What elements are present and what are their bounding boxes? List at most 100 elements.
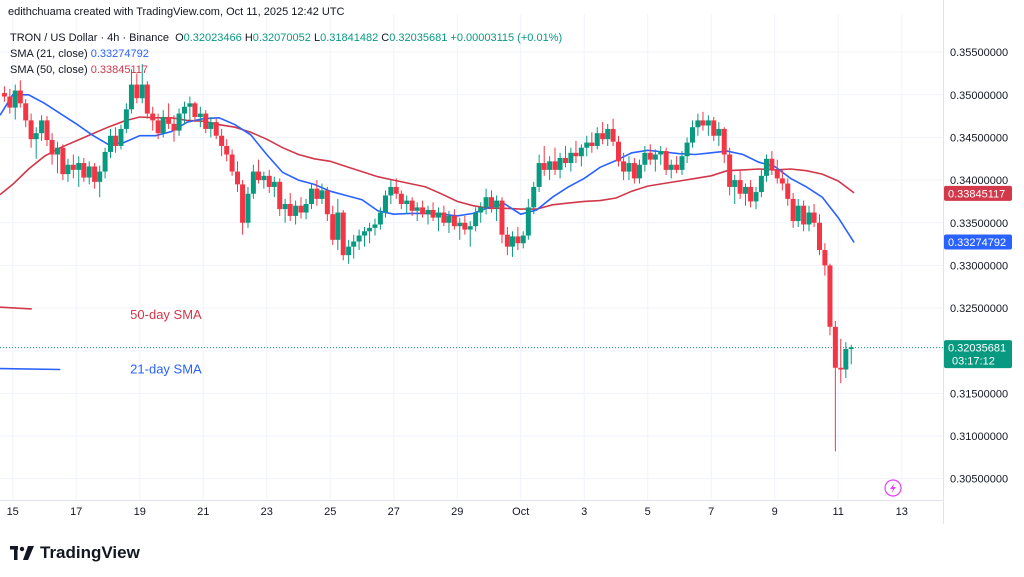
candle[interactable] bbox=[430, 202, 436, 222]
candle[interactable] bbox=[166, 103, 172, 129]
candle[interactable] bbox=[536, 154, 542, 193]
candle[interactable] bbox=[737, 169, 743, 199]
candle[interactable] bbox=[848, 344, 854, 365]
candle[interactable] bbox=[589, 132, 595, 153]
candle[interactable] bbox=[28, 113, 34, 148]
candle[interactable] bbox=[605, 123, 611, 146]
candle[interactable] bbox=[425, 205, 431, 225]
candle[interactable] bbox=[1, 86, 7, 102]
candle[interactable] bbox=[679, 151, 685, 175]
candle[interactable] bbox=[118, 124, 124, 150]
candle[interactable] bbox=[541, 145, 547, 176]
candle[interactable] bbox=[785, 178, 791, 206]
candle[interactable] bbox=[277, 178, 283, 216]
candle[interactable] bbox=[60, 144, 66, 181]
candle[interactable] bbox=[711, 116, 717, 141]
candle[interactable] bbox=[642, 145, 648, 172]
candle[interactable] bbox=[806, 205, 812, 232]
candle[interactable] bbox=[49, 133, 55, 165]
candle[interactable] bbox=[351, 234, 357, 259]
candle[interactable] bbox=[557, 152, 563, 179]
candle[interactable] bbox=[12, 84, 18, 120]
candle[interactable] bbox=[594, 127, 600, 150]
sma50-line[interactable] bbox=[0, 116, 855, 210]
candle[interactable] bbox=[282, 198, 288, 223]
candle[interactable] bbox=[409, 197, 415, 216]
candle[interactable] bbox=[652, 149, 658, 172]
candle[interactable] bbox=[176, 108, 182, 136]
candle[interactable] bbox=[743, 183, 749, 206]
candle[interactable] bbox=[44, 116, 50, 146]
sma21-price-tag[interactable]: 0.33274792 bbox=[944, 234, 1012, 250]
candle[interactable] bbox=[684, 137, 690, 164]
candle[interactable] bbox=[774, 159, 780, 184]
symbol-name[interactable]: TRON / US Dollar · 4h · Binance bbox=[10, 32, 169, 44]
candle[interactable] bbox=[695, 113, 701, 136]
candle[interactable] bbox=[801, 200, 807, 232]
sma21-legend-row[interactable]: SMA (21, close) 0.33274792 bbox=[10, 46, 562, 62]
candle[interactable] bbox=[113, 127, 119, 153]
candle[interactable] bbox=[367, 222, 373, 244]
candle[interactable] bbox=[208, 116, 214, 138]
candle[interactable] bbox=[308, 183, 314, 210]
candle[interactable] bbox=[266, 169, 272, 193]
candle[interactable] bbox=[700, 111, 706, 131]
candle[interactable] bbox=[65, 158, 71, 182]
candle[interactable] bbox=[160, 110, 166, 138]
candle[interactable] bbox=[271, 176, 277, 198]
candle[interactable] bbox=[716, 122, 722, 146]
candle[interactable] bbox=[663, 147, 669, 175]
candle[interactable] bbox=[478, 202, 484, 223]
candle[interactable] bbox=[404, 195, 410, 215]
sma50-price-tag[interactable]: 0.33845117 bbox=[944, 185, 1012, 201]
candle[interactable] bbox=[441, 205, 447, 227]
candle[interactable] bbox=[203, 110, 209, 134]
candle[interactable] bbox=[462, 215, 468, 235]
candle[interactable] bbox=[70, 154, 76, 179]
candle[interactable] bbox=[843, 342, 849, 379]
candle[interactable] bbox=[261, 171, 267, 189]
candle[interactable] bbox=[573, 140, 579, 164]
candle[interactable] bbox=[23, 99, 29, 128]
candle[interactable] bbox=[467, 221, 473, 247]
candle[interactable] bbox=[811, 203, 817, 228]
candle[interactable] bbox=[499, 197, 505, 244]
candle[interactable] bbox=[388, 180, 394, 204]
candle[interactable] bbox=[790, 192, 796, 228]
candle[interactable] bbox=[81, 157, 87, 182]
candle[interactable] bbox=[335, 198, 341, 251]
candle[interactable] bbox=[86, 161, 92, 185]
candle[interactable] bbox=[473, 207, 479, 232]
candle[interactable] bbox=[420, 200, 426, 218]
candle[interactable] bbox=[240, 180, 246, 235]
candle[interactable] bbox=[372, 218, 378, 236]
candle[interactable] bbox=[54, 141, 60, 174]
candle[interactable] bbox=[324, 186, 330, 222]
candle[interactable] bbox=[219, 128, 225, 157]
candle[interactable] bbox=[520, 231, 526, 249]
candle[interactable] bbox=[144, 81, 150, 119]
candle[interactable] bbox=[578, 144, 584, 167]
candle[interactable] bbox=[494, 195, 500, 222]
candle[interactable] bbox=[647, 144, 653, 165]
candle[interactable] bbox=[769, 151, 775, 175]
candle[interactable] bbox=[398, 190, 404, 210]
candle[interactable] bbox=[155, 113, 161, 140]
candle[interactable] bbox=[721, 127, 727, 164]
candle[interactable] bbox=[795, 198, 801, 228]
candle[interactable] bbox=[197, 106, 203, 128]
tradingview-logo[interactable]: TradingView bbox=[10, 543, 140, 563]
candle[interactable] bbox=[435, 207, 441, 232]
candle[interactable] bbox=[816, 214, 822, 256]
candle[interactable] bbox=[303, 198, 309, 220]
candle[interactable] bbox=[128, 69, 134, 114]
candle[interactable] bbox=[224, 139, 230, 162]
candle[interactable] bbox=[39, 115, 45, 141]
candle[interactable] bbox=[393, 178, 399, 199]
candle[interactable] bbox=[181, 101, 187, 125]
candle[interactable] bbox=[547, 156, 553, 181]
candle[interactable] bbox=[626, 156, 632, 181]
candle[interactable] bbox=[298, 197, 304, 219]
